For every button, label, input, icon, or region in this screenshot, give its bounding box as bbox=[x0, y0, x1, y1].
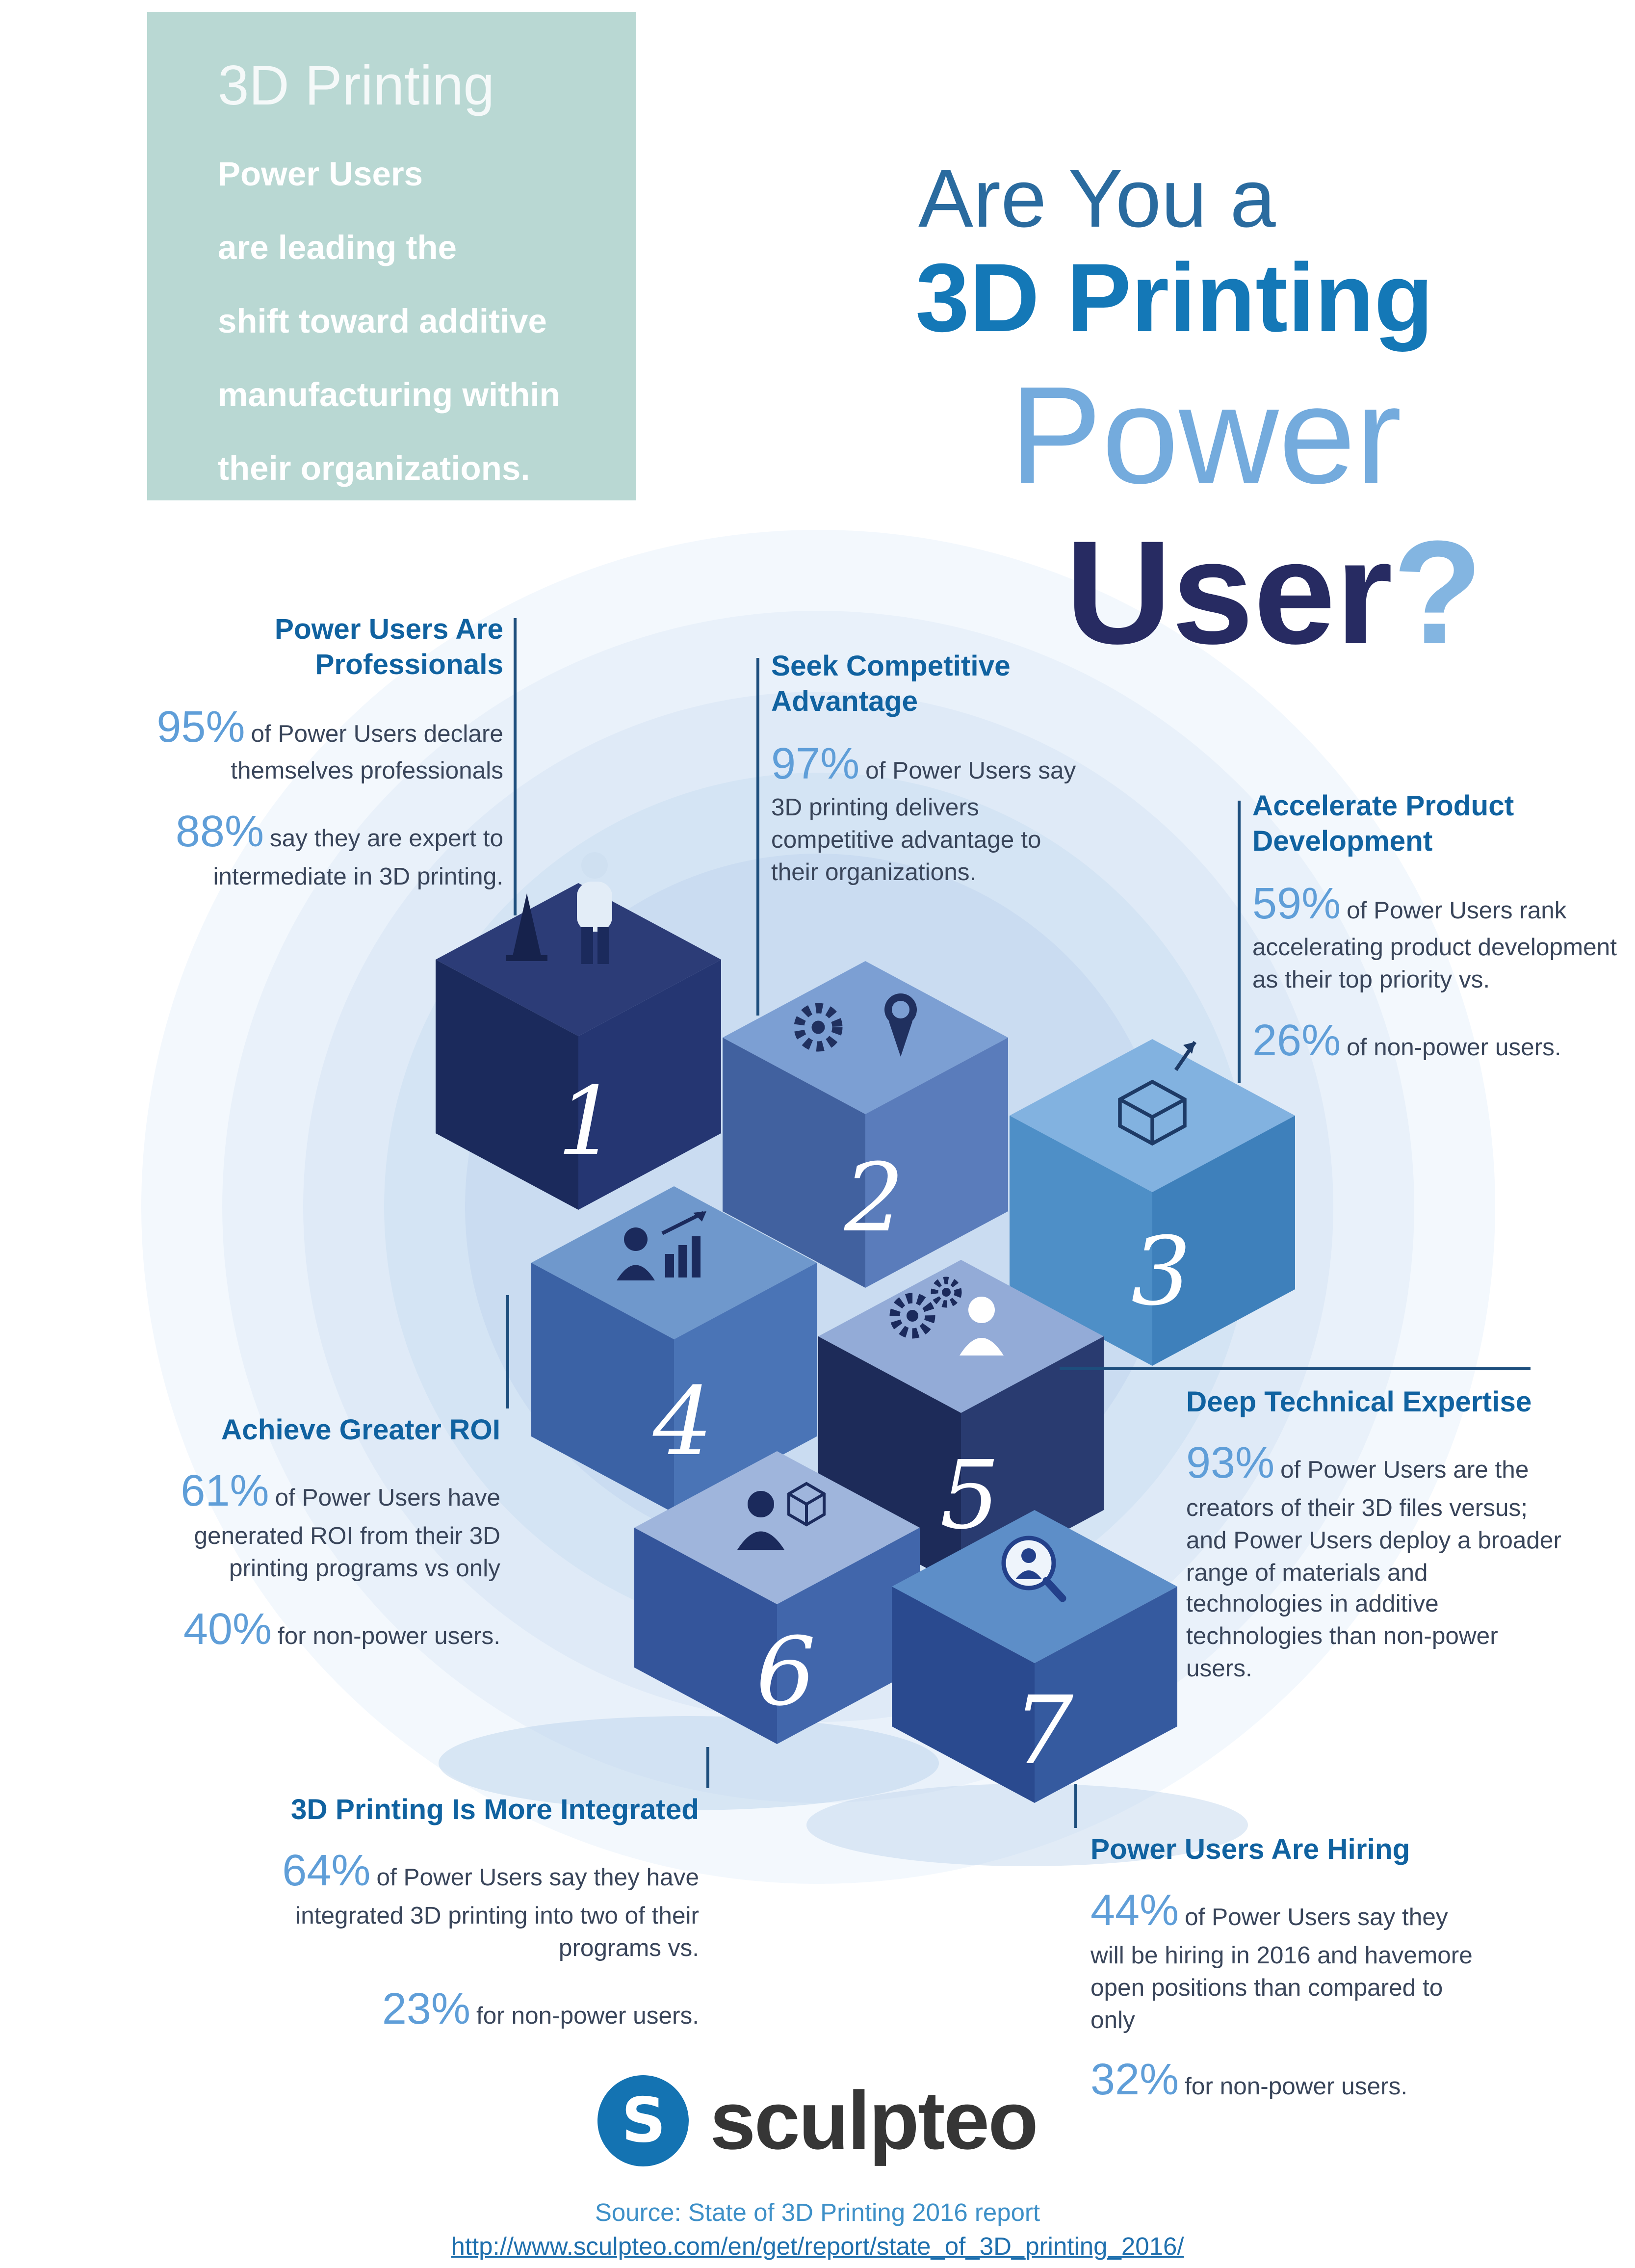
stat-segment: 61% of Power Users have generated ROI fro… bbox=[162, 1463, 500, 1586]
stat-percentage: 95% bbox=[156, 703, 245, 752]
callout-integrated: 3D Printing Is More Integrated 64% of Pow… bbox=[275, 1793, 699, 2038]
intro-line: their organizations. bbox=[218, 449, 530, 487]
page-title-line-2: 3D Printing bbox=[915, 243, 1434, 352]
callout-product-development: Accelerate Product Development 59% of Pow… bbox=[1252, 789, 1617, 1070]
callout-heading: Deep Technical Expertise bbox=[1186, 1386, 1532, 1419]
source-url-row: http://www.sculpteo.com/en/get/report/st… bbox=[0, 2233, 1635, 2262]
page-title-word-user: User bbox=[1065, 511, 1393, 676]
callout-heading: Accelerate Product Development bbox=[1252, 790, 1514, 859]
stat-segment: 64% of Power Users say they have integrat… bbox=[275, 1843, 699, 1965]
callout-heading: Power Users Are Hiring bbox=[1090, 1834, 1410, 1866]
stat-segment: 23% for non-power users. bbox=[275, 1981, 699, 2039]
stat-segment: 32% for non-power users. bbox=[1090, 2052, 1476, 2111]
stat-segment: 95% of Power Users declare themselves pro… bbox=[124, 699, 503, 789]
callout-hiring: Power Users Are Hiring 44% of Power Users… bbox=[1090, 1832, 1476, 2111]
intro-title: 3D Printing bbox=[218, 56, 494, 118]
stat-percentage: 93% bbox=[1186, 1440, 1275, 1489]
intro-line: are leading the bbox=[218, 228, 457, 266]
background-ring-5 bbox=[465, 854, 1171, 1560]
sculpteo-logo-icon: S bbox=[598, 2074, 690, 2166]
stat-segment: 59% of Power Users rank accelerating prod… bbox=[1252, 875, 1617, 997]
stat-percentage: 23% bbox=[382, 1984, 471, 2033]
stat-percentage: 26% bbox=[1252, 1017, 1341, 1066]
callout-competitive-advantage: Seek Competitive Advantage 97% of Power U… bbox=[771, 649, 1092, 890]
stat-percentage: 40% bbox=[183, 1605, 272, 1654]
intro-box: 3D Printing Power Users are leading the … bbox=[147, 12, 636, 500]
stat-text: for non-power users. bbox=[278, 1622, 500, 1649]
stat-text: of Power Users say they will be hiring i… bbox=[1090, 1905, 1473, 2033]
stat-segment: 40% for non-power users. bbox=[162, 1601, 500, 1659]
stat-percentage: 64% bbox=[282, 1848, 371, 1897]
stat-text: of Power Users rank accelerating product… bbox=[1252, 897, 1617, 994]
page-title-line-1: Are You a bbox=[918, 152, 1276, 244]
source-url-link[interactable]: http://www.sculpteo.com/en/get/report/st… bbox=[451, 2233, 1184, 2261]
callout-technical-expertise: Deep Technical Expertise 93% of Power Use… bbox=[1186, 1385, 1561, 1686]
stat-segment: 88% say they are expert to intermediate i… bbox=[124, 804, 503, 894]
stat-text: for non-power users. bbox=[476, 2002, 699, 2029]
stat-percentage: 61% bbox=[181, 1468, 269, 1517]
intro-line: manufacturing within bbox=[218, 375, 560, 414]
callout-heading: Achieve Greater ROI bbox=[221, 1414, 500, 1447]
brand-row: S sculpteo bbox=[0, 2072, 1635, 2168]
stat-segment: 44% of Power Users say they will be hirin… bbox=[1090, 1883, 1476, 2037]
stat-text: of Power Users declare themselves profes… bbox=[231, 721, 503, 785]
intro-line: shift toward additive bbox=[218, 302, 547, 340]
stat-text: of Power Users are the creators of their… bbox=[1186, 1458, 1561, 1682]
page-title-line-3: Power bbox=[1010, 358, 1402, 512]
source-credit: Source: State of 3D Printing 2016 report bbox=[595, 2199, 1040, 2227]
stat-segment: 93% of Power Users are the creators of th… bbox=[1186, 1435, 1561, 1686]
brand-wordmark: sculpteo bbox=[710, 2074, 1038, 2166]
question-mark: ? bbox=[1393, 511, 1483, 676]
stat-segment: 97% of Power Users say 3D printing delive… bbox=[771, 735, 1092, 890]
callout-heading: Power Users Are Professionals bbox=[274, 614, 503, 682]
stat-text: of Power Users say 3D printing delivers … bbox=[771, 757, 1076, 886]
intro-line: Power Users bbox=[218, 155, 423, 193]
page-title-line-4: User? bbox=[1065, 509, 1482, 678]
callout-heading: 3D Printing Is More Integrated bbox=[290, 1794, 699, 1826]
callout-roi: Achieve Greater ROI 61% of Power Users ha… bbox=[162, 1413, 500, 1659]
stat-percentage: 59% bbox=[1252, 880, 1341, 929]
stat-percentage: 32% bbox=[1090, 2056, 1179, 2105]
stat-segment: 26% of non-power users. bbox=[1252, 1013, 1617, 1071]
stat-text: of non-power users. bbox=[1347, 1034, 1561, 1061]
callout-heading: Seek Competitive Advantage bbox=[771, 651, 1011, 719]
stat-percentage: 97% bbox=[771, 740, 860, 789]
stat-text: of Power Users say they have integrated … bbox=[295, 1865, 699, 1962]
stat-percentage: 88% bbox=[175, 808, 264, 857]
stat-text: of Power Users have generated ROI from t… bbox=[194, 1486, 500, 1582]
stat-text: for non-power users. bbox=[1185, 2074, 1408, 2101]
stat-percentage: 44% bbox=[1090, 1887, 1179, 1936]
callout-professionals: Power Users Are Professionals 95% of Powe… bbox=[124, 612, 503, 894]
